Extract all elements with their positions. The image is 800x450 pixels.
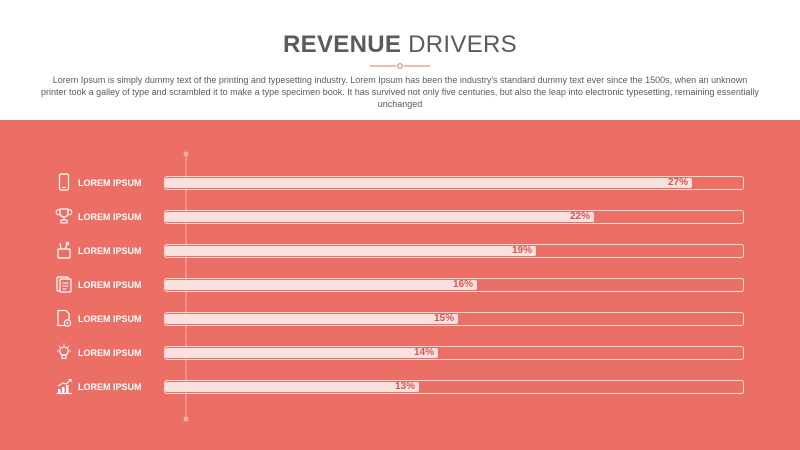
lightbulb-icon	[55, 343, 73, 366]
bar-track	[164, 346, 744, 360]
bar	[165, 382, 419, 392]
bar-value-label: 22%	[569, 211, 590, 222]
bar-category-label: LOREM IPSUM	[78, 382, 142, 392]
bar-category-label: LOREM IPSUM	[78, 314, 142, 324]
title-divider-ornament	[370, 63, 430, 69]
bar-value-label: 19%	[511, 245, 532, 256]
bar-track	[164, 380, 744, 394]
growth-chart-icon	[55, 377, 73, 400]
document-settings-icon	[55, 309, 73, 332]
bar-track	[164, 244, 744, 258]
bar	[165, 246, 536, 256]
bar-category-label: LOREM IPSUM	[78, 178, 142, 188]
bar	[165, 280, 477, 290]
bar-track	[164, 210, 744, 224]
tools-icon	[55, 241, 73, 264]
bar-value-label: 14%	[413, 347, 434, 358]
bar	[165, 314, 458, 324]
checklist-icon	[55, 275, 73, 298]
bar-track	[164, 176, 744, 190]
bar-track	[164, 312, 744, 326]
page-title: REVENUE DRIVERS	[0, 31, 800, 59]
bar-category-label: LOREM IPSUM	[78, 212, 142, 222]
trophy-icon	[55, 207, 73, 230]
bar-value-label: 16%	[452, 279, 473, 290]
title-bold: REVENUE	[283, 31, 402, 58]
bar-category-label: LOREM IPSUM	[78, 246, 142, 256]
bar-value-label: 27%	[667, 177, 688, 188]
axis-bottom-dot	[183, 416, 189, 422]
bar-category-label: LOREM IPSUM	[78, 280, 142, 290]
axis-top-dot	[183, 151, 189, 157]
bar	[165, 212, 594, 222]
smartphone-icon	[55, 173, 73, 196]
title-rest: DRIVERS	[401, 31, 517, 58]
bar	[165, 178, 692, 188]
bar-track	[164, 278, 744, 292]
bar	[165, 348, 438, 358]
bar-value-label: 13%	[394, 381, 415, 392]
intro-text: Lorem Ipsum is simply dummy text of the …	[41, 75, 759, 109]
bar-value-label: 15%	[433, 313, 454, 324]
bar-category-label: LOREM IPSUM	[78, 348, 142, 358]
